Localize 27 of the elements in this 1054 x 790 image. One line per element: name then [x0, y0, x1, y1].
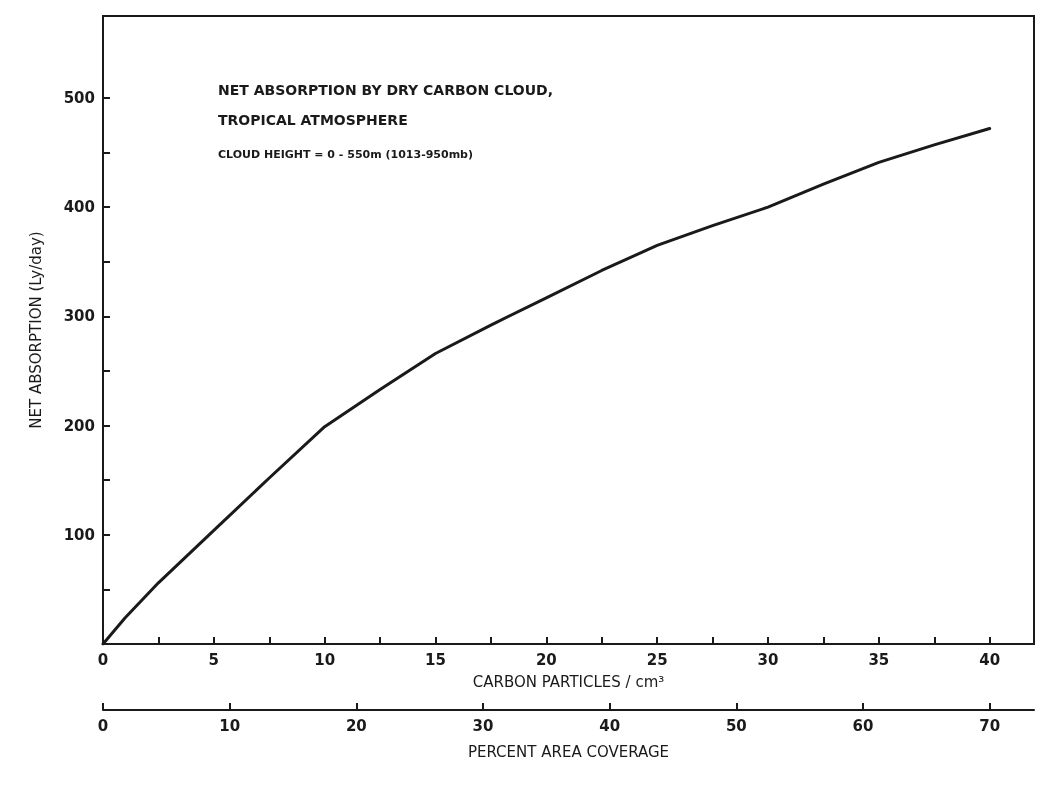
x-tick-label: 10 [314, 650, 336, 669]
y-tick-label: 100 [63, 525, 95, 544]
x2-tick-label: 60 [852, 716, 874, 735]
x2-tick-label: 40 [599, 716, 621, 735]
text: NET ABSORPTION BY DRY CARBON CLOUD, TROPICAL ATMOSPHERE [218, 82, 554, 128]
x-tick-label: 35 [868, 650, 890, 669]
y-axis-title: NET ABSORPTION (Ly/day) [26, 231, 45, 429]
x2-axis-title: PERCENT AREA COVERAGE [467, 742, 670, 761]
y-tick-label: 500 [63, 88, 95, 107]
y-tick-label: 300 [63, 307, 95, 326]
x-axis-title: CARBON PARTICLES / cm³ [472, 672, 665, 691]
x2-tick-label: 50 [725, 716, 747, 735]
text: CLOUD HEIGHT = 0 - 550m (1013-950mb) [218, 148, 474, 161]
x-tick-label: 30 [757, 650, 779, 669]
y-tick-label: 200 [63, 416, 95, 435]
x-tick-label: 25 [646, 650, 668, 669]
x-tick-label: 5 [208, 650, 220, 669]
x2-tick-label: 20 [345, 716, 367, 735]
y-tick-label: 400 [63, 198, 95, 217]
x-tick-label: 15 [425, 650, 446, 669]
x2-tick-label: 10 [219, 716, 241, 735]
x-tick-label: 20 [535, 650, 557, 669]
x2-tick-label: 30 [472, 716, 494, 735]
x-tick-label: 40 [979, 650, 1001, 669]
x2-tick-label: 70 [979, 716, 1001, 735]
x2-tick-label: 0 [97, 716, 109, 735]
x-tick-label: 0 [97, 650, 109, 669]
